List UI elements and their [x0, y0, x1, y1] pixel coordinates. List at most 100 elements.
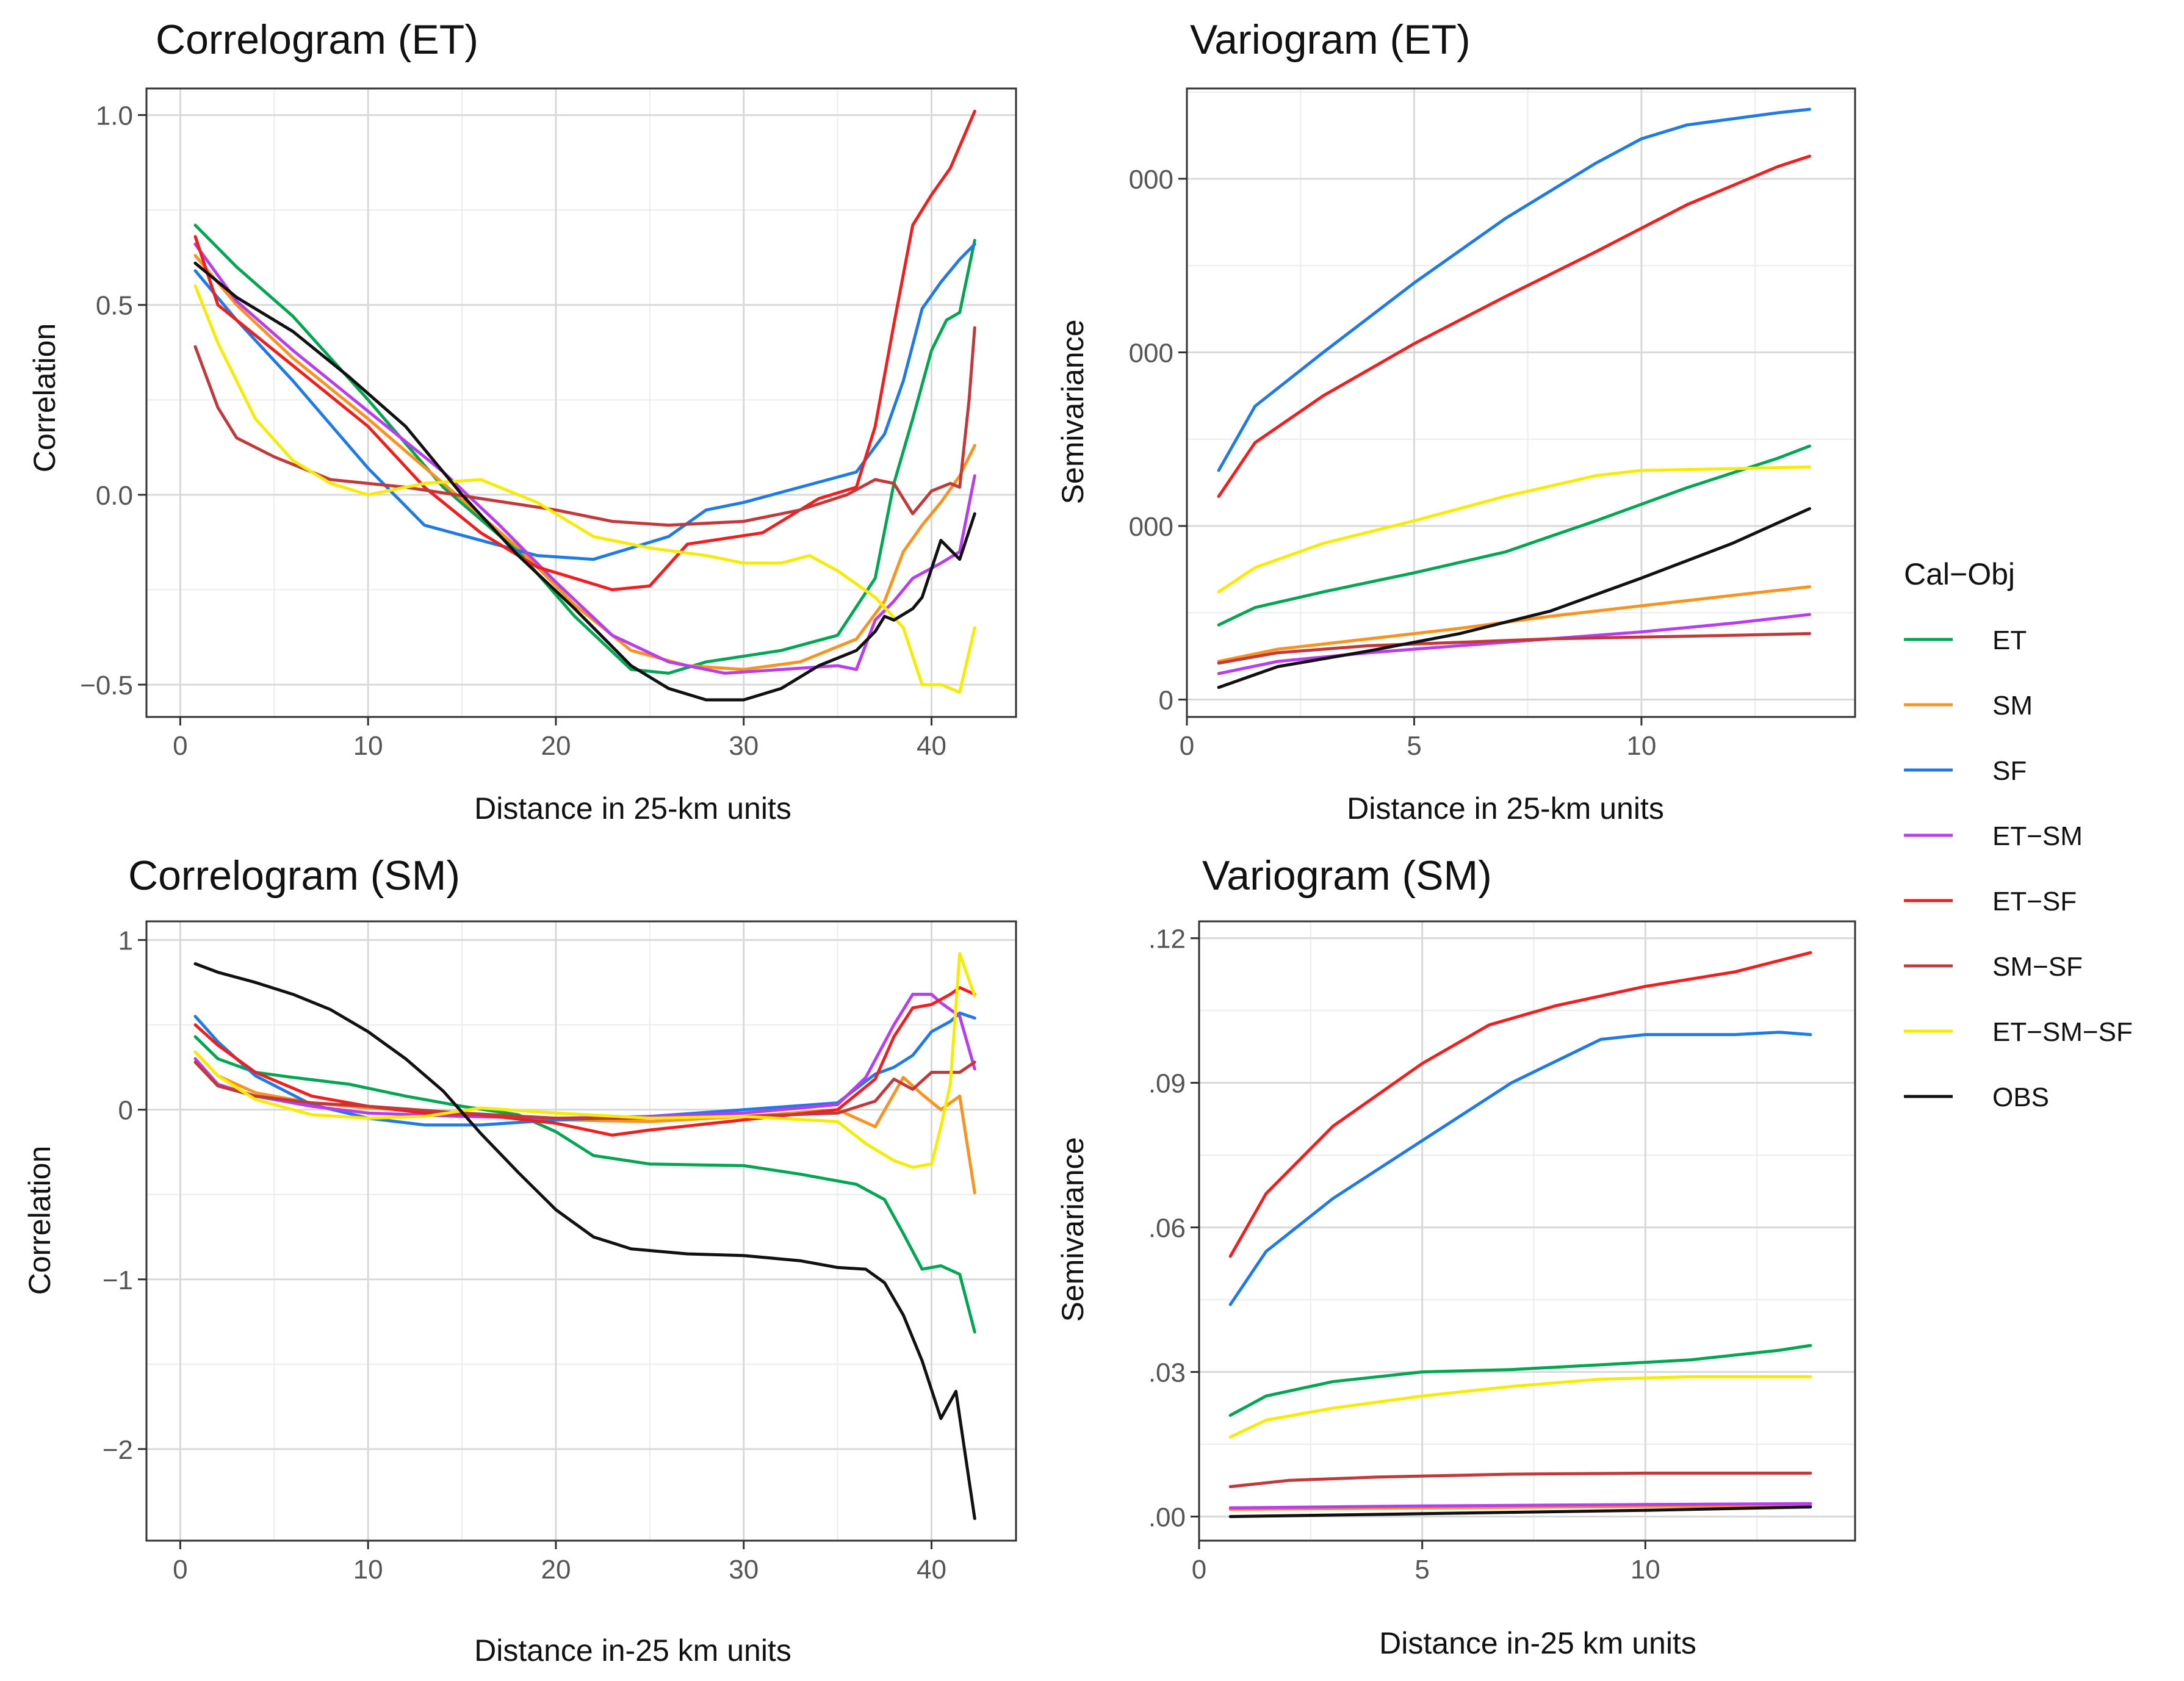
- plot-frame: [145, 920, 1017, 1542]
- series-line-et-sm: [1217, 613, 1811, 675]
- y-tick-label: 0.0: [96, 481, 133, 511]
- x-tick-label: 0: [1180, 731, 1194, 761]
- y-axis-label: Correlation: [23, 1146, 57, 1295]
- series-line-et: [193, 1035, 976, 1334]
- y-tick-label: 0: [1159, 686, 1173, 716]
- y-axis-label: Correlation: [27, 323, 62, 473]
- y-tick-label: −1: [103, 1265, 133, 1295]
- y-tick-label: 000: [1129, 512, 1173, 542]
- series-line-obs: [1217, 507, 1811, 689]
- legend-item-sm-sf: SM−SF: [1904, 952, 2083, 982]
- x-tick-label: 20: [541, 731, 571, 761]
- legend-label: SF: [1992, 756, 2027, 786]
- legend-item-et: ET: [1904, 625, 2027, 655]
- legend-item-et-sm: ET−SM: [1904, 821, 2083, 851]
- x-tick-label: 10: [1631, 1555, 1660, 1585]
- series-line-sm: [193, 254, 976, 671]
- series-line-et-sf: [193, 109, 976, 591]
- x-tick-label: 5: [1407, 731, 1421, 761]
- series-line-et-sm-sf: [193, 952, 976, 1169]
- x-tick-label: 5: [1415, 1555, 1429, 1585]
- panel-correlogram-sm: Correlogram (SM) Correlation Distance in…: [23, 852, 1017, 1668]
- x-tick-label: 0: [1192, 1555, 1206, 1585]
- legend-label: SM−SF: [1992, 952, 2083, 982]
- series-line-et-sm: [1228, 1502, 1812, 1510]
- y-tick-label: .00: [1148, 1503, 1186, 1533]
- series-line-et-sm-sf: [193, 284, 976, 694]
- y-tick-label: 000: [1129, 338, 1173, 368]
- plot-frame: [1198, 920, 1856, 1542]
- y-axis-label: Semivariance: [1056, 1137, 1090, 1322]
- x-tick-label: 10: [1626, 731, 1656, 761]
- panel-title: Variogram (ET): [1190, 16, 1471, 63]
- series-line-et-sf: [1228, 951, 1812, 1258]
- plot-frame: [1186, 87, 1856, 718]
- series-line-obs: [193, 261, 976, 702]
- legend-label: OBS: [1992, 1082, 2049, 1112]
- legend-item-obs: OBS: [1904, 1082, 2049, 1112]
- y-tick-label: 1: [118, 926, 133, 956]
- series-line-sf: [1228, 1031, 1812, 1306]
- legend: Cal−Obj ET SM SF ET−SM ET−SF SM−SF ET−SM−SF OBS: [1904, 557, 2133, 1112]
- series-line-obs: [1228, 1505, 1812, 1518]
- legend-label: ET−SM−SF: [1992, 1017, 2133, 1047]
- y-tick-label: 1.0: [96, 101, 133, 131]
- x-axis-label: Distance in 25-km units: [474, 791, 791, 826]
- panel-correlogram-et: Correlogram (ET) Correlation Distance in…: [27, 16, 1017, 826]
- y-tick-label: 0.5: [96, 291, 133, 321]
- legend-item-et-sf: ET−SF: [1904, 887, 2077, 916]
- x-axis-label: Distance in-25 km units: [474, 1633, 791, 1668]
- legend-item-sm: SM: [1904, 691, 2033, 721]
- plot-area: 0 5 10 .00 .03 .06 .09 .12: [1148, 920, 1856, 1585]
- series-line-sf: [193, 242, 976, 561]
- x-tick-label: 40: [917, 1555, 946, 1585]
- series-line-et-sm: [193, 242, 976, 675]
- series-line-obs: [193, 962, 976, 1521]
- series-line-et-sf: [193, 986, 976, 1137]
- panel-title: Correlogram (SM): [128, 852, 460, 899]
- x-axis-label: Distance in-25 km units: [1379, 1626, 1696, 1660]
- legend-item-sf: SF: [1904, 756, 2027, 786]
- legend-item-et-sm-sf: ET−SM−SF: [1904, 1017, 2133, 1047]
- series-line-sf: [193, 1011, 976, 1127]
- series-line-sm: [193, 1050, 976, 1195]
- x-tick-label: 20: [541, 1555, 571, 1585]
- legend-label: ET−SM: [1992, 821, 2083, 851]
- x-tick-label: 10: [353, 1555, 383, 1585]
- panel-title: Correlogram (ET): [156, 16, 478, 63]
- panel-title: Variogram (SM): [1202, 852, 1492, 899]
- y-axis-label: Semivariance: [1056, 320, 1090, 505]
- series-line-sm: [1228, 1503, 1812, 1511]
- y-tick-label: .06: [1148, 1214, 1186, 1244]
- y-tick-label: −0.5: [80, 671, 133, 700]
- series-line-et: [1228, 1344, 1812, 1417]
- series-line-sm-sf: [1228, 1471, 1812, 1488]
- series-line-sf: [1217, 107, 1811, 472]
- series-line-et-sf: [1217, 154, 1811, 499]
- y-tick-label: 000: [1129, 165, 1173, 195]
- x-tick-label: 40: [917, 731, 946, 761]
- y-tick-label: −2: [103, 1435, 133, 1465]
- x-axis-label: Distance in 25-km units: [1347, 791, 1664, 826]
- panel-variogram-et: Variogram (ET) Semivariance Distance in …: [1056, 16, 1856, 826]
- legend-title: Cal−Obj: [1904, 557, 2015, 591]
- y-tick-label: .09: [1148, 1069, 1186, 1099]
- x-tick-label: 10: [353, 731, 383, 761]
- x-tick-label: 30: [729, 731, 759, 761]
- plot-area: 0 10 20 30 40 −2 −1 0 1: [103, 920, 1017, 1585]
- legend-label: SM: [1992, 691, 2033, 721]
- x-tick-label: 0: [173, 1555, 187, 1585]
- series-line-et-sm-sf: [1217, 465, 1811, 594]
- legend-label: ET: [1992, 625, 2027, 655]
- plot-area: 0 10 20 30 40 −0.5 0.0 0.5 1.0: [80, 87, 1017, 761]
- series-line-sm-sf: [1217, 632, 1811, 665]
- y-tick-label: .03: [1148, 1358, 1186, 1388]
- plot-frame: [145, 87, 1017, 718]
- y-tick-label: 0: [118, 1096, 133, 1126]
- series-line-et-sm: [193, 993, 976, 1120]
- panel-variogram-sm: Variogram (SM) Semivariance Distance in-…: [1056, 852, 1856, 1660]
- x-tick-label: 0: [173, 731, 187, 761]
- series-line-sm-sf: [193, 326, 976, 527]
